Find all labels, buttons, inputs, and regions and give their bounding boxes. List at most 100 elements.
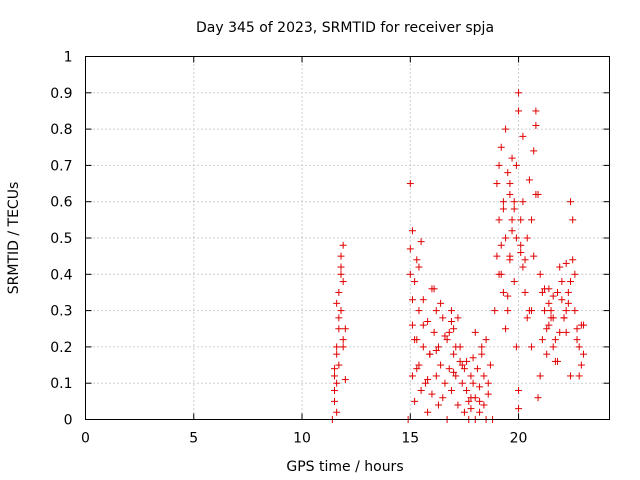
- data-point: [515, 386, 523, 394]
- data-point: [406, 180, 414, 188]
- data-point: [337, 270, 345, 278]
- data-point: [547, 314, 555, 322]
- data-point: [508, 216, 516, 224]
- data-point: [467, 394, 475, 402]
- data-point: [445, 365, 453, 373]
- data-point: [534, 394, 542, 402]
- data-point: [476, 408, 484, 416]
- data-point: [564, 288, 572, 296]
- data-point: [341, 325, 349, 333]
- data-point: [567, 198, 575, 206]
- data-point: [447, 307, 455, 315]
- data-point: [523, 314, 531, 322]
- data-point: [506, 190, 514, 198]
- data-point: [560, 314, 568, 322]
- data-point: [419, 321, 427, 329]
- data-point: [460, 408, 468, 416]
- data-point: [430, 328, 438, 336]
- data-point: [512, 234, 520, 242]
- data-point: [551, 357, 559, 365]
- data-point: [577, 361, 585, 369]
- y-tick-label: 0.4: [50, 267, 72, 283]
- data-point: [499, 205, 507, 213]
- data-point: [339, 336, 347, 344]
- data-point: [424, 376, 432, 384]
- data-point: [339, 343, 347, 351]
- data-point: [454, 401, 462, 409]
- data-point: [525, 176, 533, 184]
- data-point: [467, 405, 475, 413]
- x-axis: 0 5 10 15 20: [81, 56, 528, 447]
- data-point: [502, 234, 510, 242]
- data-point: [454, 314, 462, 322]
- data-point: [478, 350, 486, 358]
- x-tick-label: 20: [510, 431, 528, 447]
- data-point: [406, 245, 414, 253]
- data-point: [549, 292, 557, 300]
- data-point: [335, 314, 343, 322]
- data-point: [419, 296, 427, 304]
- data-point: [536, 270, 544, 278]
- data-point: [337, 252, 345, 260]
- data-point: [482, 336, 490, 344]
- data-point: [495, 161, 503, 169]
- data-point: [434, 401, 442, 409]
- data-point: [406, 270, 414, 278]
- data-point: [515, 107, 523, 115]
- data-point: [545, 285, 553, 293]
- data-point: [554, 288, 562, 296]
- data-point: [463, 386, 471, 394]
- data-point: [573, 336, 581, 344]
- data-point: [575, 343, 583, 351]
- data-point: [512, 161, 520, 169]
- y-axis: 0 0.1 0.2 0.3 0.4 0.5 0.6 0.7 0.8 0.9 1: [50, 50, 610, 429]
- data-point: [441, 379, 449, 387]
- data-point: [469, 379, 477, 387]
- data-point: [569, 256, 577, 264]
- data-point: [408, 227, 416, 235]
- data-point: [426, 350, 434, 358]
- data-point: [467, 372, 475, 380]
- data-point: [573, 325, 581, 333]
- data-point: [419, 343, 427, 351]
- data-point: [413, 256, 421, 264]
- data-point: [432, 372, 440, 380]
- data-point: [439, 314, 447, 322]
- data-point: [532, 121, 540, 129]
- data-point: [517, 216, 525, 224]
- data-point: [545, 321, 553, 329]
- data-point: [504, 169, 512, 177]
- data-point: [519, 198, 527, 206]
- data-point: [564, 299, 572, 307]
- data-point: [504, 292, 512, 300]
- data-point: [471, 328, 479, 336]
- x-tick-label: 5: [189, 431, 198, 447]
- data-point: [335, 288, 343, 296]
- y-tick-label: 0.2: [50, 340, 72, 356]
- data-point: [411, 278, 419, 286]
- data-point: [556, 328, 564, 336]
- data-point: [333, 408, 341, 416]
- data-point: [413, 365, 421, 373]
- data-point: [502, 125, 510, 133]
- data-point: [499, 198, 507, 206]
- data-point: [512, 343, 520, 351]
- data-point: [445, 328, 453, 336]
- data-point: [333, 379, 341, 387]
- data-point: [519, 263, 527, 271]
- y-tick-label: 1: [64, 50, 73, 66]
- data-point: [331, 397, 339, 405]
- data-point: [439, 394, 447, 402]
- plot-frame: [85, 56, 610, 420]
- data-point: [480, 372, 488, 380]
- data-point: [532, 190, 540, 198]
- data-point: [450, 350, 458, 358]
- y-tick-label: 0.9: [50, 86, 72, 102]
- data-point: [551, 336, 559, 344]
- data-point: [549, 343, 557, 351]
- data-point: [337, 307, 345, 315]
- data-point: [417, 386, 425, 394]
- data-point: [450, 368, 458, 376]
- data-point: [571, 307, 579, 315]
